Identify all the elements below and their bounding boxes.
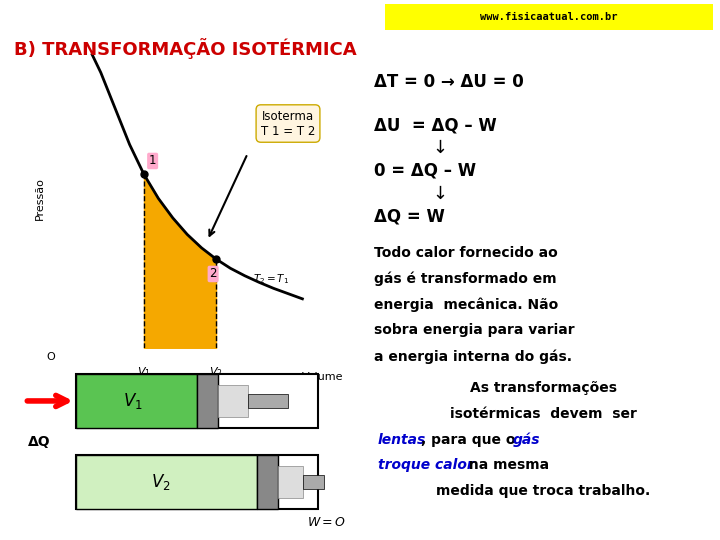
Text: gás: gás: [513, 433, 540, 447]
Text: As transformações: As transformações: [470, 381, 617, 395]
Text: Todo calor fornecido ao: Todo calor fornecido ao: [374, 246, 558, 260]
Text: ΔQ = W: ΔQ = W: [374, 208, 445, 226]
Bar: [76, 374, 318, 428]
Text: troque calor: troque calor: [378, 458, 474, 472]
Text: ΔT = 0 → ΔU = 0: ΔT = 0 → ΔU = 0: [374, 73, 524, 91]
Text: energia  mecânica. Não: energia mecânica. Não: [374, 298, 559, 312]
Text: sobra energia para variar: sobra energia para variar: [374, 323, 575, 338]
Text: ΔU  = ΔQ – W: ΔU = ΔQ – W: [374, 116, 497, 134]
Text: Pressão: Pressão: [35, 177, 45, 220]
Text: na mesma: na mesma: [464, 458, 549, 472]
Text: ΔQ: ΔQ: [28, 435, 51, 449]
Text: $W = O$: $W = O$: [307, 516, 346, 529]
Text: Isoterma
T 1 = T 2: Isoterma T 1 = T 2: [261, 110, 315, 138]
Text: O: O: [46, 352, 55, 362]
Text: $T_2 = T_1$: $T_2 = T_1$: [253, 273, 289, 286]
Text: medida que troca trabalho.: medida que troca trabalho.: [436, 484, 651, 498]
Bar: [248, 394, 287, 408]
Bar: [76, 455, 257, 509]
Bar: [257, 455, 279, 509]
Bar: [76, 455, 318, 509]
Text: B) TRANSFORMAÇÃO ISOTÉRMICA: B) TRANSFORMAÇÃO ISOTÉRMICA: [14, 38, 357, 59]
Bar: [218, 385, 248, 417]
Text: $V_1$: $V_1$: [123, 391, 143, 411]
Bar: [76, 374, 197, 428]
Text: 2: 2: [210, 267, 217, 280]
Text: lentas: lentas: [378, 433, 426, 447]
Text: $V_2$: $V_2$: [209, 365, 223, 379]
Text: $V_2$: $V_2$: [150, 472, 171, 492]
Text: Volume: Volume: [302, 372, 343, 382]
Text: ↓: ↓: [432, 139, 447, 157]
Bar: [302, 475, 324, 489]
Text: $V_1$: $V_1$: [137, 365, 151, 379]
Bar: [279, 466, 302, 498]
Text: , para que o: , para que o: [421, 433, 521, 447]
Bar: [197, 374, 218, 428]
Text: isotérmicas  devem  ser: isotérmicas devem ser: [450, 407, 637, 421]
Text: gás é transformado em: gás é transformado em: [374, 272, 557, 286]
Text: ↓: ↓: [432, 185, 447, 202]
Text: a energia interna do gás.: a energia interna do gás.: [374, 349, 572, 364]
Text: www.fisicaatual.com.br: www.fisicaatual.com.br: [480, 12, 618, 22]
Text: 1: 1: [149, 154, 156, 167]
Text: 0 = ΔQ – W: 0 = ΔQ – W: [374, 162, 477, 180]
